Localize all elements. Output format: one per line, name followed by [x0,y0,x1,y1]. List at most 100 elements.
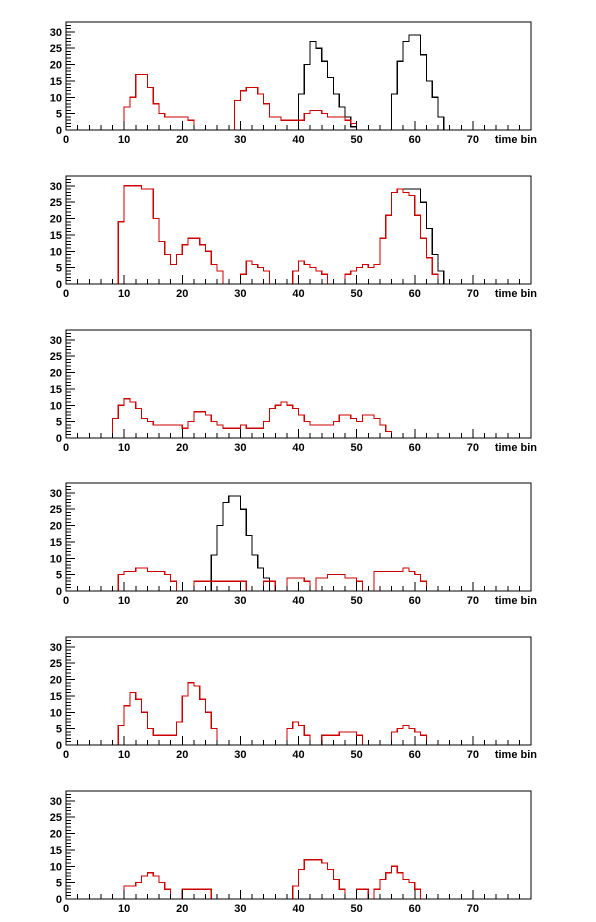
y-tick-label: 5 [56,570,62,582]
histogram-panel-3: 0 10 20 30 40 50 60 70 0 5 10 15 20 25 30 time bin [50,329,537,454]
x-tick-label: 50 [351,442,363,454]
x-tick-label: 70 [467,749,479,761]
x-tick-label: 0 [63,749,69,761]
y-tick-label: 20 [50,829,62,841]
x-tick-label: 0 [63,134,69,146]
x-tick-label: 40 [292,288,304,300]
y-tick-label: 30 [50,488,62,500]
y-tick-label: 15 [50,537,62,549]
x-tick-label: 10 [118,134,130,146]
histogram-panel-5: 0 10 20 30 40 50 60 70 0 5 10 15 20 25 30 time bin [50,636,537,761]
y-tick-label: 20 [50,60,62,72]
x-tick-label: 70 [467,595,479,607]
y-tick-label: 10 [50,707,62,719]
y-tick-label: 10 [50,400,62,412]
x-tick-label: 40 [292,749,304,761]
y-tick-label: 20 [50,368,62,380]
histogram-panel-4: 0 10 20 30 40 50 60 70 0 5 10 15 20 25 30 time bin [50,482,537,607]
y-tick-label: 30 [50,181,62,193]
x-tick-label: 0 [63,903,69,915]
x-tick-label: 0 [63,595,69,607]
x-tick-label: 60 [409,288,421,300]
y-tick-label: 25 [50,351,62,363]
y-tick-label: 0 [56,586,62,598]
y-tick-label: 15 [50,384,62,396]
y-tick-label: 20 [50,675,62,687]
x-tick-label: 30 [234,288,246,300]
x-tick-label: 30 [234,903,246,915]
plot-frame [65,636,532,746]
y-tick-label: 25 [50,504,62,516]
x-axis-title: time bin [495,595,537,607]
x-tick-label: 30 [234,442,246,454]
y-tick-label: 20 [50,214,62,226]
plot-frame [65,482,532,592]
y-tick-label: 5 [56,724,62,736]
x-tick-label: 50 [351,903,363,915]
histogram-panel-6: 0 10 20 30 40 50 60 70 0 5 10 15 20 25 30 [50,790,532,915]
x-tick-label: 10 [118,288,130,300]
series-line-red [66,185,531,285]
x-tick-label: 50 [351,134,363,146]
x-axis-title: time bin [495,442,537,454]
x-axis-title: time bin [495,134,537,146]
x-tick-label: 70 [467,903,479,915]
x-tick-label: 60 [409,134,421,146]
x-tick-label: 40 [292,595,304,607]
y-tick-label: 30 [50,796,62,808]
x-tick-label: 40 [292,134,304,146]
y-tick-label: 15 [50,691,62,703]
x-tick-label: 10 [118,749,130,761]
y-tick-label: 30 [50,335,62,347]
y-tick-label: 0 [56,279,62,291]
x-tick-label: 20 [176,134,188,146]
y-tick-label: 5 [56,878,62,890]
y-tick-label: 10 [50,246,62,258]
plot-frame [65,329,532,439]
x-axis-title: time bin [495,288,537,300]
y-tick-label: 5 [56,263,62,275]
y-tick-label: 15 [50,845,62,857]
x-tick-label: 0 [63,442,69,454]
x-axis-title: time bin [495,749,537,761]
y-tick-label: 30 [50,27,62,39]
x-tick-label: 50 [351,288,363,300]
histogram-panel-2: 0 10 20 30 40 50 60 70 0 5 10 15 20 25 30 time bin [50,175,537,300]
y-tick-label: 20 [50,521,62,533]
y-tick-label: 0 [56,125,62,137]
x-tick-label: 20 [176,595,188,607]
x-tick-label: 10 [118,442,130,454]
y-tick-label: 0 [56,894,62,906]
x-tick-label: 60 [409,442,421,454]
x-tick-label: 30 [234,595,246,607]
x-tick-label: 10 [118,595,130,607]
y-tick-label: 10 [50,92,62,104]
x-tick-label: 40 [292,442,304,454]
y-tick-label: 10 [50,553,62,565]
y-tick-label: 15 [50,76,62,88]
x-tick-label: 70 [467,134,479,146]
x-tick-label: 0 [63,288,69,300]
x-tick-label: 20 [176,749,188,761]
y-tick-label: 30 [50,642,62,654]
y-tick-label: 5 [56,417,62,429]
x-tick-label: 70 [467,288,479,300]
x-tick-label: 20 [176,903,188,915]
y-tick-label: 15 [50,230,62,242]
series-line-red [66,682,531,746]
x-tick-label: 60 [409,595,421,607]
x-tick-label: 60 [409,749,421,761]
x-tick-label: 70 [467,442,479,454]
y-tick-label: 25 [50,197,62,209]
x-tick-label: 40 [292,903,304,915]
x-tick-label: 30 [234,134,246,146]
x-tick-label: 20 [176,442,188,454]
y-tick-label: 25 [50,43,62,55]
y-tick-label: 0 [56,740,62,752]
x-tick-label: 10 [118,903,130,915]
series-line-black [66,495,531,592]
y-tick-label: 10 [50,861,62,873]
histogram-panel-1: 0 10 20 30 40 50 60 70 0 5 10 15 20 25 30 time bin [50,21,537,146]
y-tick-label: 0 [56,433,62,445]
y-tick-label: 25 [50,658,62,670]
